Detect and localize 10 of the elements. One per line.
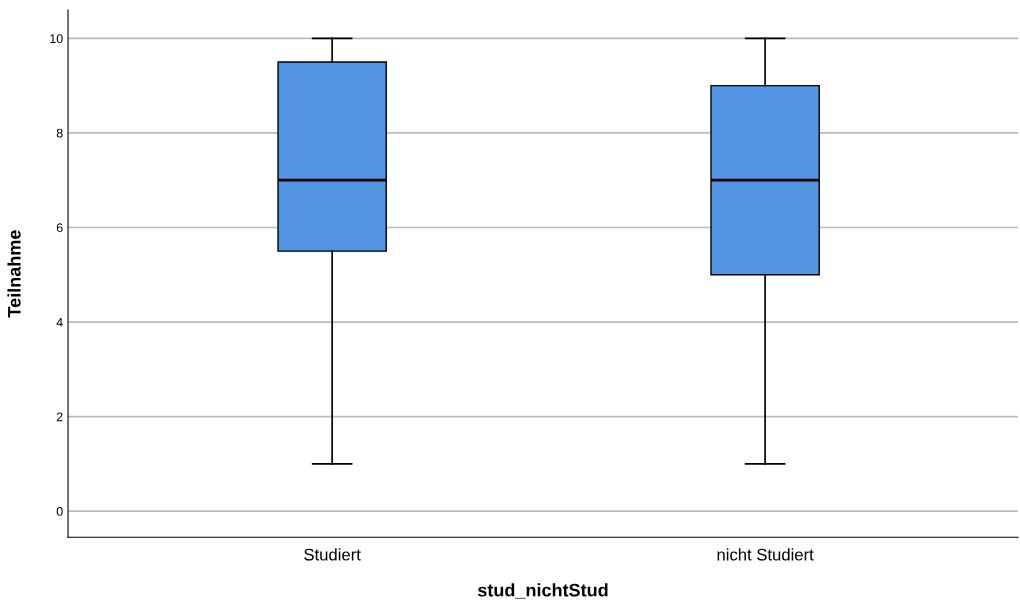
- y-tick-label: 4: [56, 318, 63, 327]
- y-tick-label: 2: [56, 412, 63, 422]
- y-tick-label: 8: [56, 128, 63, 138]
- y-tick-label: 10: [50, 34, 63, 44]
- x-tick-label: Studiert: [304, 548, 361, 561]
- y-tick-label: 0: [56, 506, 63, 516]
- x-tick-label: nicht Studiert: [717, 548, 814, 561]
- y-axis-title: Teilnahme: [7, 230, 21, 318]
- y-tick-label: 6: [56, 223, 63, 233]
- x-axis-title: stud_nichtStud: [477, 583, 608, 599]
